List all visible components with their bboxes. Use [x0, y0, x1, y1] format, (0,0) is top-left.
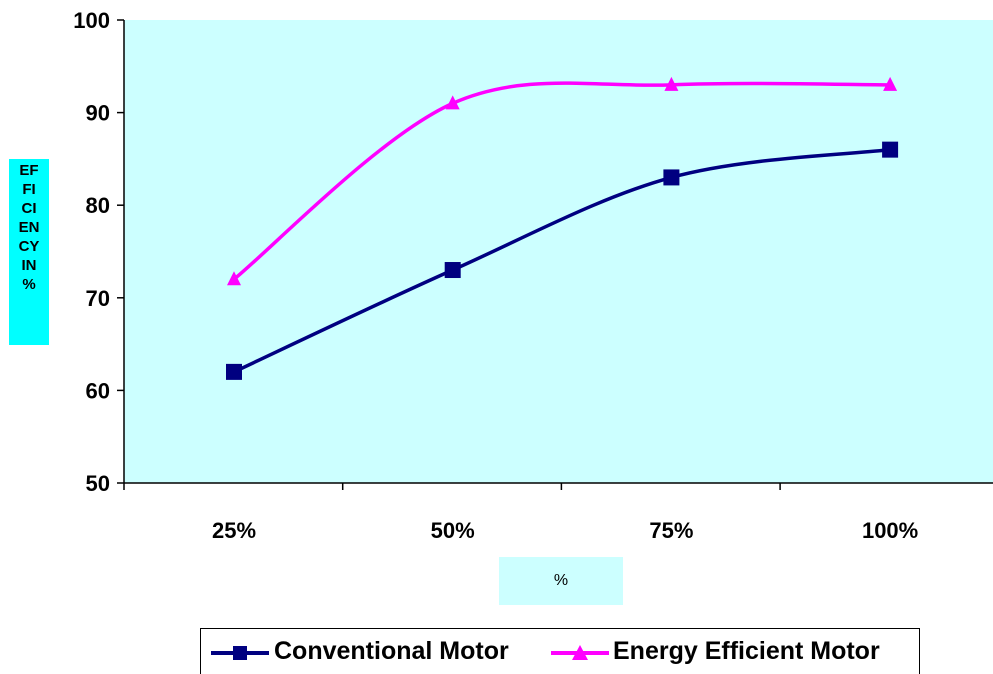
series-line-conventional-motor: [233, 147, 891, 374]
data-point-energy-efficient-motor: [445, 95, 460, 110]
series-line-energy-efficient-motor: [232, 81, 891, 281]
data-point-conventional-motor: [226, 363, 242, 380]
data-point-conventional-motor: [444, 262, 461, 279]
data-point-energy-efficient-motor: [227, 271, 241, 286]
x-tick-label: 100%: [862, 518, 918, 543]
series-group: [226, 76, 899, 380]
y-tick-label: 90: [86, 101, 110, 126]
legend-swatch-conventional-motor: [211, 646, 269, 660]
legend-label-conventional-motor: Conventional Motor: [274, 637, 509, 665]
y-tick-label: 80: [86, 193, 110, 218]
legend: Conventional Motor Energy Efficient Moto…: [200, 628, 920, 674]
legend-label-energy-efficient-motor: Energy Efficient Motor: [613, 637, 880, 665]
plot-area: [124, 20, 993, 483]
y-tick-label: 100: [73, 8, 110, 33]
x-tick-label: 50%: [431, 518, 475, 543]
data-point-energy-efficient-motor: [664, 76, 679, 91]
y-axis-label: EF FI CI EN CY IN %: [18, 162, 40, 293]
x-axis-ticks: 25% 50% 75% 100%: [123, 483, 918, 543]
y-axis-ticks: 50 60 70 80 90 100: [73, 8, 124, 496]
x-tick-label: 25%: [212, 518, 256, 543]
legend-swatch-energy-efficient-motor: [551, 645, 609, 660]
data-point-energy-efficient-motor: [883, 76, 898, 91]
data-point-conventional-motor: [882, 141, 899, 158]
y-tick-label: 60: [86, 378, 110, 403]
data-point-conventional-motor: [663, 169, 680, 186]
x-axis-label: %: [499, 557, 623, 605]
y-tick-label: 70: [86, 286, 110, 311]
y-axis-label-background: [9, 159, 49, 345]
y-tick-label: 50: [86, 471, 110, 496]
axes: [123, 20, 993, 484]
x-tick-label: 75%: [649, 518, 693, 543]
